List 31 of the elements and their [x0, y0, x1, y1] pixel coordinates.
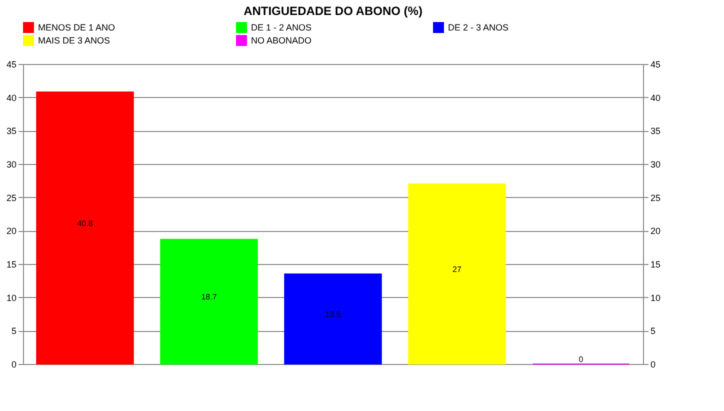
y2-tick-label: 35: [650, 126, 661, 136]
y2-tick-label: 0: [650, 360, 656, 370]
y2-tick-label: 20: [650, 226, 661, 236]
y-tick-label: 0: [11, 360, 16, 370]
legend-label: NO ABONADO: [251, 36, 312, 46]
legend-label: MAIS DE 3 ANOS: [38, 36, 110, 46]
data-label: 18.7: [201, 292, 218, 302]
y2-tick-label: 45: [650, 60, 661, 70]
y-tick-label: 10: [6, 292, 16, 303]
y-tick-label: 30: [6, 160, 16, 170]
y-tick-label: 5: [11, 326, 16, 336]
y2-tick-label: 30: [650, 160, 661, 170]
legend-label: DE 2 - 3 ANOS: [448, 22, 509, 33]
y2-tick-label: 25: [650, 192, 661, 203]
y2-tick-label: 5: [650, 326, 656, 336]
y-tick-label: 25: [6, 192, 16, 203]
data-label: 0: [578, 355, 584, 364]
chart-title: ANTIGUEDADE DO ABONO (%): [244, 4, 422, 18]
legend-label: MENOS DE 1 ANO: [38, 22, 116, 33]
y-tick-label: 45: [6, 60, 16, 70]
y2-tick-label: 40: [650, 92, 661, 103]
y-tick-label: 15: [6, 260, 16, 270]
y-tick-label: 20: [6, 226, 16, 236]
data-label: 27: [452, 265, 462, 274]
legend-label: DE 1 - 2 ANOS: [251, 22, 312, 33]
y2-tick-label: 15: [650, 260, 661, 270]
data-label: 13.5: [325, 310, 342, 319]
data-label: 40.8: [77, 219, 94, 228]
y-tick-label: 40: [6, 92, 16, 103]
y2-tick-label: 10: [650, 292, 661, 303]
y-tick-label: 35: [6, 126, 16, 136]
